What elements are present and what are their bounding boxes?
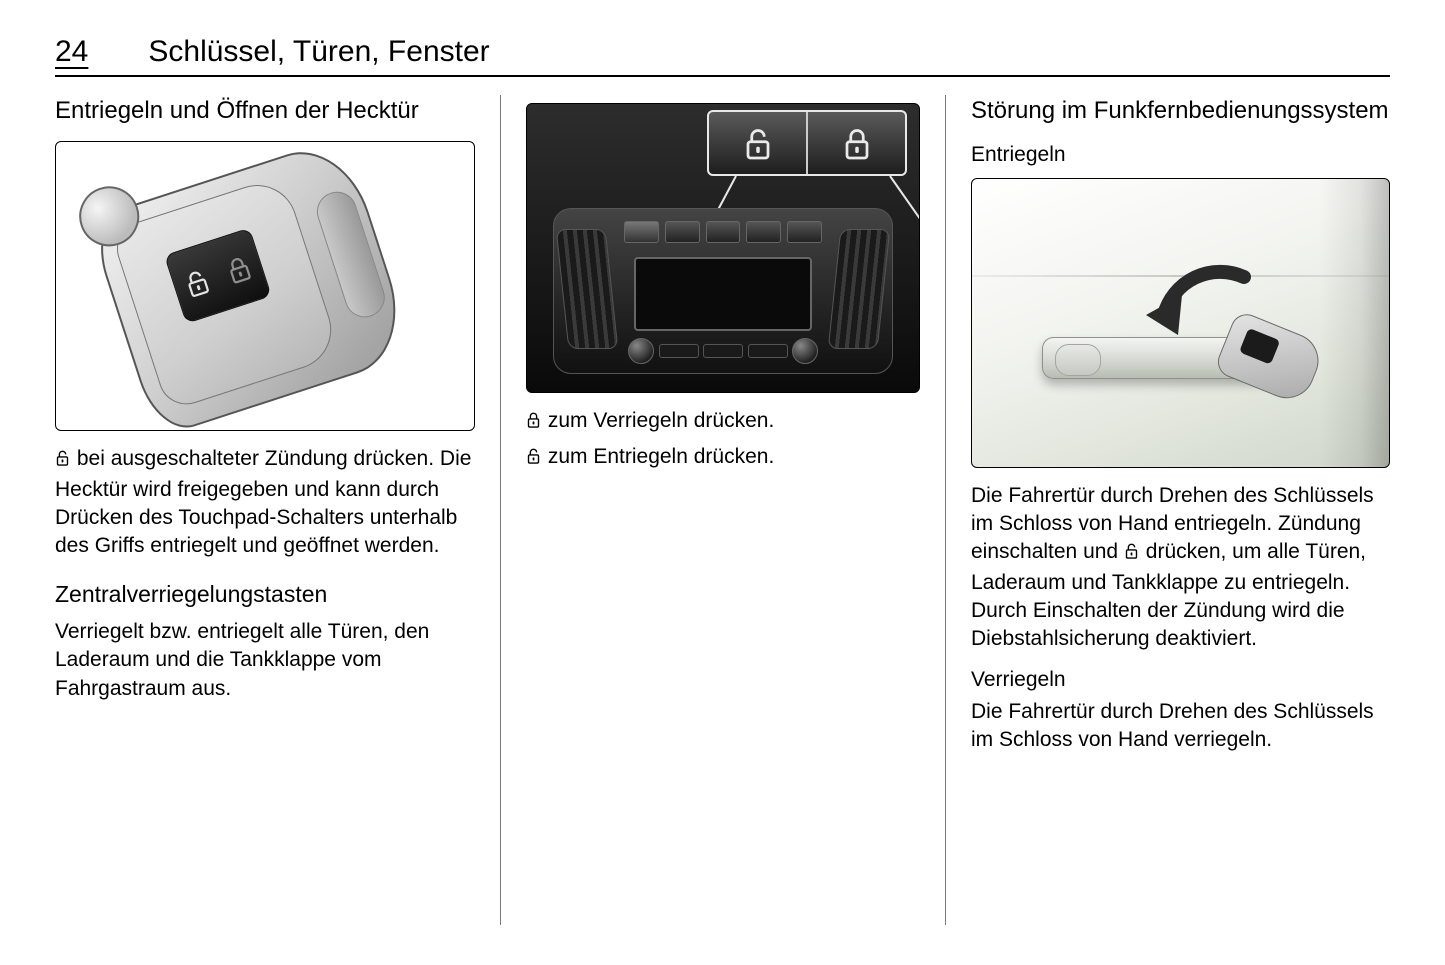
text-unlock-manual: Die Fahrertür durch Drehen des Schlüssel… <box>971 482 1390 654</box>
infotainment-screen <box>634 257 812 331</box>
text-lock-manual: Die Fahrertür durch Drehen des Schlüssel… <box>971 698 1390 755</box>
page-number: 24 <box>55 35 88 69</box>
unlock-icon <box>55 447 71 475</box>
figure-door-handle <box>971 178 1390 468</box>
unlock-icon <box>1124 540 1140 568</box>
callout-unlock <box>709 112 806 174</box>
figure-center-console <box>526 103 920 393</box>
figure-key-fob <box>55 141 475 431</box>
text-press-lock: zum Verriegeln drücken. <box>526 407 920 437</box>
text-press-unlock: zum Entriegeln drücken. <box>526 443 920 473</box>
column-1: Entriegeln und Öffnen der Hecktür bei au… <box>55 95 500 925</box>
heading-central-lock: Zentralverriegelungstasten <box>55 579 475 610</box>
lock-icon <box>526 409 542 437</box>
text-central-lock: Verriegelt bzw. entriegelt alle Türen, d… <box>55 618 475 703</box>
callout-lock-buttons <box>707 110 907 176</box>
heading-rear-door: Entriegeln und Öffnen der Hecktür <box>55 95 475 127</box>
column-3: Störung im Funkfernbedienungssystem Entr… <box>945 95 1390 925</box>
heading-remote-fault: Störung im Funkfernbedienungssystem <box>971 95 1390 127</box>
text-rear-door: bei ausgeschalteter Zündung drücken. Die… <box>55 445 475 560</box>
page-header: 24 Schlüssel, Türen, Fenster <box>55 35 1390 77</box>
content-columns: Entriegeln und Öffnen der Hecktür bei au… <box>55 95 1390 925</box>
dashboard <box>553 208 893 374</box>
callout-lock <box>806 112 905 174</box>
key-fob-illustration <box>87 141 415 431</box>
unlock-icon <box>526 445 542 473</box>
chapter-title: Schlüssel, Türen, Fenster <box>148 35 489 69</box>
column-2: zum Verriegeln drücken. zum Entriegeln d… <box>500 95 945 925</box>
subheading-unlock: Entriegeln <box>971 141 1390 169</box>
subheading-lock: Verriegeln <box>971 666 1390 694</box>
